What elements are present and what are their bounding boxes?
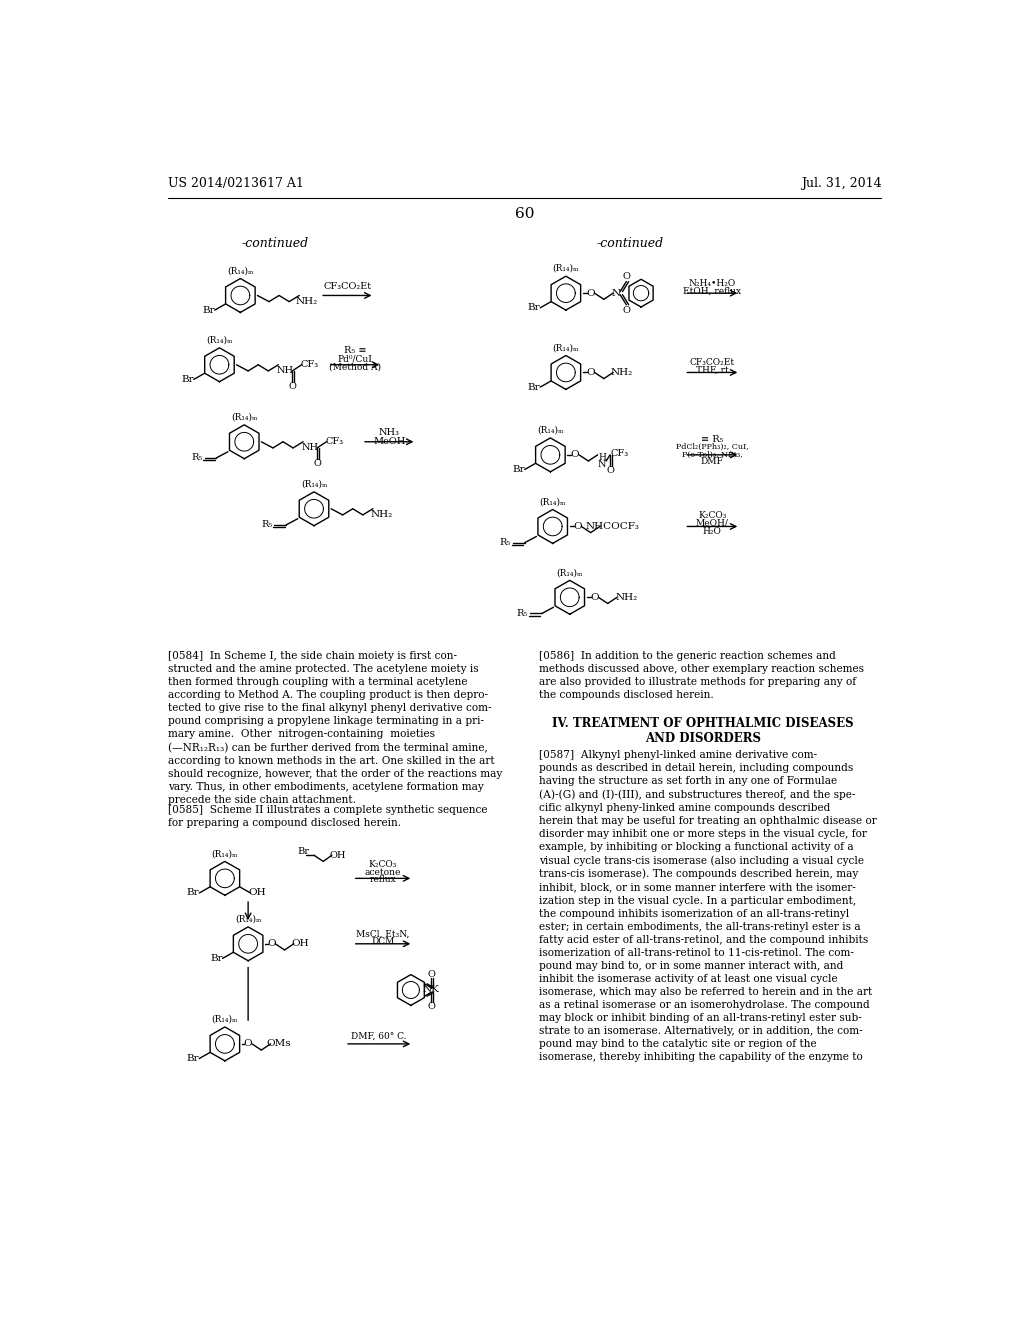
Text: Br: Br (210, 954, 222, 962)
Text: R₅: R₅ (500, 539, 511, 546)
Text: Br: Br (512, 465, 525, 474)
Text: IV. TREATMENT OF OPHTHALMIC DISEASES: IV. TREATMENT OF OPHTHALMIC DISEASES (552, 717, 854, 730)
Text: (R₁₄)ₘ: (R₁₄)ₘ (553, 264, 580, 273)
Text: NH₂: NH₂ (610, 368, 633, 378)
Text: Jul. 31, 2014: Jul. 31, 2014 (801, 177, 882, 190)
Text: CF₃: CF₃ (610, 449, 629, 458)
Text: O: O (289, 381, 296, 391)
Text: acetone: acetone (365, 867, 401, 876)
Text: (R₁₄)ₘ: (R₁₄)ₘ (227, 267, 254, 276)
Text: MeOH/: MeOH/ (696, 519, 729, 528)
Text: NH₂: NH₂ (371, 511, 392, 519)
Text: 60: 60 (515, 207, 535, 220)
Text: O: O (606, 466, 614, 475)
Text: NH₂: NH₂ (296, 297, 318, 306)
Text: (R₁₄)ₘ: (R₁₄)ₘ (231, 413, 257, 421)
Text: MsCl, Et₃N,: MsCl, Et₃N, (356, 929, 410, 939)
Text: Br: Br (181, 375, 194, 384)
Text: N: N (611, 289, 621, 297)
Text: DMF, 60° C.: DMF, 60° C. (351, 1032, 407, 1040)
Text: NHCOCF₃: NHCOCF₃ (586, 521, 639, 531)
Text: OH: OH (248, 888, 265, 898)
Text: O: O (623, 272, 630, 281)
Text: O: O (313, 459, 322, 467)
Text: (R₁₄)ₘ: (R₁₄)ₘ (556, 568, 583, 577)
Text: O: O (428, 970, 436, 979)
Text: R₅: R₅ (517, 609, 528, 618)
Text: O: O (590, 593, 599, 602)
Text: O: O (244, 1039, 253, 1048)
Text: (Method A): (Method A) (329, 363, 381, 371)
Text: (R₁₄)ₘ: (R₁₄)ₘ (212, 1015, 239, 1024)
Text: [0587]  Alkynyl phenyl-linked amine derivative com-
pounds as described in detai: [0587] Alkynyl phenyl-linked amine deriv… (539, 750, 877, 1063)
Text: (R₁₄)ₘ: (R₁₄)ₘ (212, 849, 239, 858)
Text: OH: OH (291, 940, 309, 948)
Text: H: H (598, 454, 606, 462)
Text: (R₁₄)ₘ: (R₁₄)ₘ (206, 335, 232, 345)
Text: NH: NH (276, 367, 294, 375)
Text: K₂CO₃: K₂CO₃ (698, 511, 727, 520)
Text: CF₃CO₂Et: CF₃CO₂Et (690, 358, 735, 367)
Text: O: O (587, 289, 595, 297)
Text: NH: NH (301, 444, 318, 453)
Text: K₂CO₃: K₂CO₃ (369, 861, 397, 869)
Text: OH: OH (329, 851, 345, 859)
Text: NH₃: NH₃ (379, 428, 399, 437)
Text: R₅: R₅ (261, 520, 272, 529)
Text: NK: NK (423, 986, 439, 994)
Text: O: O (623, 306, 630, 314)
Text: -continued: -continued (242, 236, 309, 249)
Text: [0585]  Scheme II illustrates a complete synthetic sequence
for preparing a comp: [0585] Scheme II illustrates a complete … (168, 805, 487, 828)
Text: [0586]  In addition to the generic reaction schemes and
methods discussed above,: [0586] In addition to the generic reacti… (539, 651, 864, 701)
Text: OMs: OMs (266, 1039, 291, 1048)
Text: Br: Br (297, 847, 309, 855)
Text: EtOH, reflux: EtOH, reflux (683, 286, 741, 296)
Text: US 2014/0213617 A1: US 2014/0213617 A1 (168, 177, 304, 190)
Text: [0584]  In Scheme I, the side chain moiety is first con-
structed and the amine : [0584] In Scheme I, the side chain moiet… (168, 651, 503, 805)
Text: N: N (598, 459, 606, 469)
Text: Br: Br (186, 888, 200, 898)
Text: O: O (573, 521, 582, 531)
Text: THF, rt: THF, rt (696, 366, 729, 375)
Text: O: O (570, 450, 580, 459)
Text: N₂H₄•H₂O: N₂H₄•H₂O (689, 279, 736, 288)
Text: (R₁₄)ₘ: (R₁₄)ₘ (538, 426, 563, 434)
Text: reflux: reflux (370, 875, 396, 884)
Text: CF₃: CF₃ (300, 360, 318, 370)
Text: Br: Br (527, 383, 541, 392)
Text: (R₁₄)ₘ: (R₁₄)ₘ (553, 343, 580, 352)
Text: P(o-Tol)₃, NEt₃,: P(o-Tol)₃, NEt₃, (682, 451, 742, 459)
Text: NH₂: NH₂ (615, 593, 638, 602)
Text: DCM: DCM (372, 937, 394, 946)
Text: CF₃: CF₃ (325, 437, 343, 446)
Text: Br: Br (203, 306, 215, 314)
Text: -continued: -continued (597, 236, 664, 249)
Text: O: O (428, 1002, 436, 1011)
Text: R₅ ≡: R₅ ≡ (344, 346, 367, 355)
Text: Br: Br (186, 1055, 200, 1063)
Text: (R₁₄)ₘ: (R₁₄)ₘ (234, 915, 261, 924)
Text: MeOH: MeOH (373, 437, 406, 446)
Text: ≡ R₅: ≡ R₅ (701, 436, 724, 444)
Text: CF₃CO₂Et: CF₃CO₂Et (324, 281, 372, 290)
Text: R₅: R₅ (191, 454, 203, 462)
Text: (R₁₄)ₘ: (R₁₄)ₘ (301, 479, 328, 488)
Text: DMF: DMF (700, 457, 724, 466)
Text: H₂O: H₂O (702, 527, 722, 536)
Text: O: O (587, 368, 595, 378)
Text: (R₁₄)ₘ: (R₁₄)ₘ (540, 498, 566, 507)
Text: Pd⁰/CuI: Pd⁰/CuI (338, 354, 373, 363)
Text: Br: Br (527, 304, 541, 313)
Text: O: O (267, 940, 275, 948)
Text: AND DISORDERS: AND DISORDERS (645, 733, 761, 744)
Text: PdCl₂(PPh₃)₂, CuI,: PdCl₂(PPh₃)₂, CuI, (676, 444, 749, 451)
